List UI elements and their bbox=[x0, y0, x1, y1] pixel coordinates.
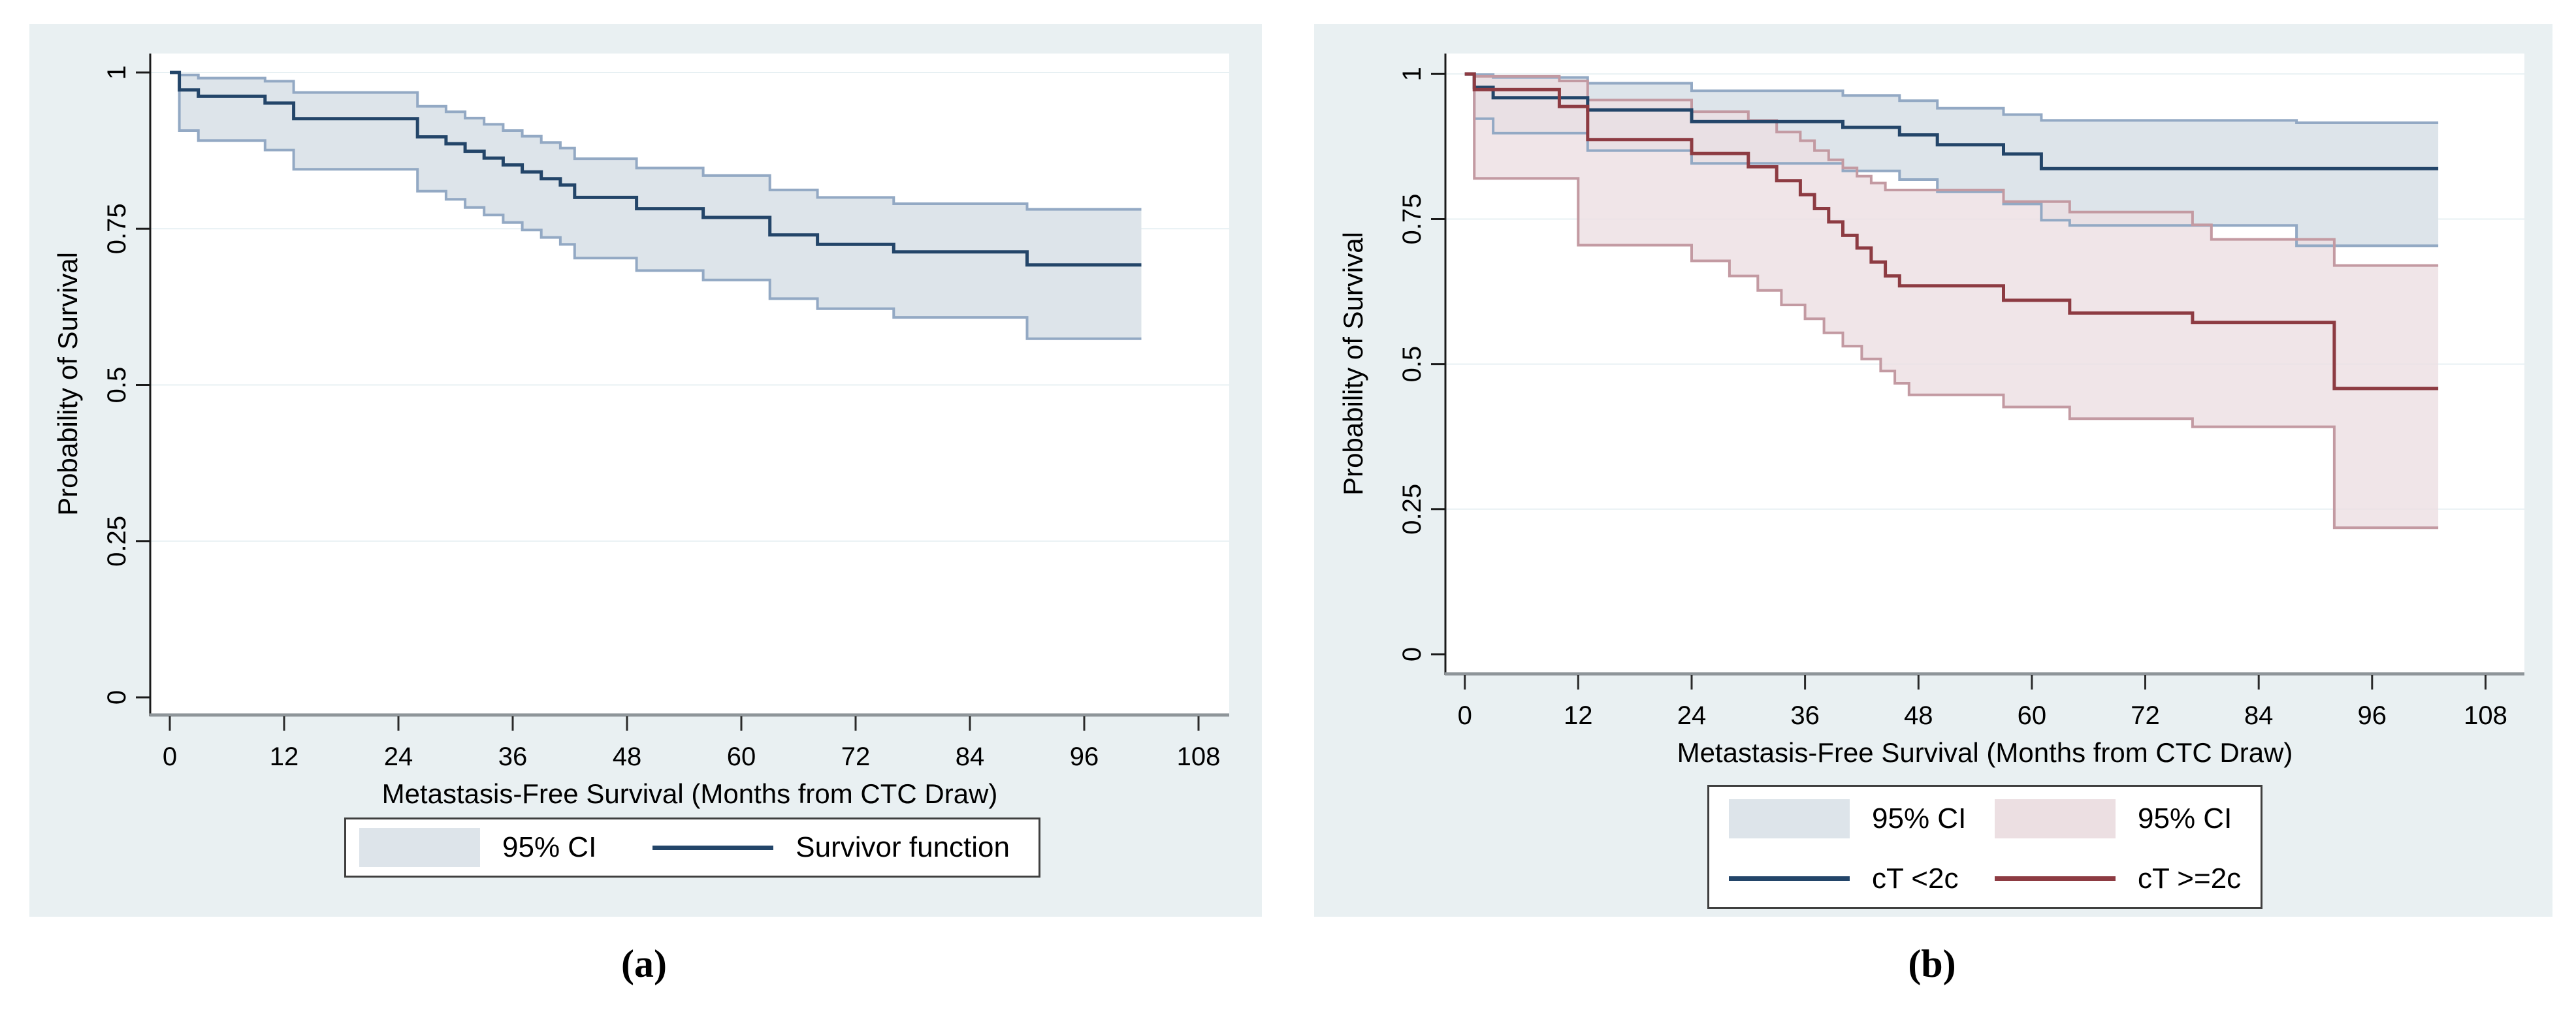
x-tick-label: 84 bbox=[2244, 701, 2274, 730]
ci-lower-edge bbox=[170, 71, 1142, 340]
y-axis-title: Probability of Survival bbox=[52, 252, 83, 516]
x-tick-label: 60 bbox=[727, 742, 756, 771]
x-tick-label: 108 bbox=[2464, 701, 2507, 730]
y-tick-label: 1 bbox=[103, 65, 131, 80]
ci-band bbox=[1464, 74, 2439, 528]
legend-label-ct-ge2c: cT >=2c bbox=[2138, 862, 2242, 895]
y-tick-label: 0.5 bbox=[1398, 346, 1426, 383]
survivor-line-swatch bbox=[652, 845, 774, 850]
ct-ge2c-line-swatch bbox=[1995, 876, 2116, 881]
x-tick-label: 48 bbox=[1904, 701, 1933, 730]
x-tick-label: 60 bbox=[2018, 701, 2047, 730]
panel-b: 0 0.25 0.5 0.75 1 0 12 24 36 48 60 72 84 96 108 Probab… bbox=[1288, 0, 2576, 1016]
y-tick-label: 0.25 bbox=[1398, 484, 1426, 535]
x-tick-label: 72 bbox=[2131, 701, 2160, 730]
caption-a: (a) bbox=[621, 942, 667, 985]
legend-item: cT >=2c bbox=[1995, 863, 2261, 895]
y-tick-label: 0 bbox=[103, 690, 131, 705]
ci-swatch bbox=[359, 828, 480, 867]
legend-by-stage: 95% CI 95% CI cT <2c cT >=2c bbox=[1707, 785, 2262, 909]
survivor-line bbox=[170, 71, 1142, 267]
y-tick-label: 1 bbox=[1398, 67, 1426, 81]
ct-lt2c-line-swatch bbox=[1729, 876, 1850, 881]
ci-band bbox=[170, 72, 1142, 339]
x-tick-label: 12 bbox=[1564, 701, 1593, 730]
ci-upper-edge bbox=[1464, 72, 2439, 267]
legend-label-ct-lt2c: cT <2c bbox=[1872, 862, 1959, 895]
y-tick-label: 0.25 bbox=[103, 516, 131, 567]
legend-item: cT <2c bbox=[1729, 863, 1995, 895]
legend-label-survivor: Survivor function bbox=[796, 831, 1010, 863]
y-tick-label: 0.75 bbox=[103, 203, 131, 254]
x-tick-label: 36 bbox=[1790, 701, 1820, 730]
ci-swatch-pink bbox=[1995, 799, 2116, 838]
x-tick-label: 96 bbox=[1070, 742, 1099, 771]
ci-upper-edge bbox=[170, 71, 1142, 211]
x-tick-label: 84 bbox=[956, 742, 985, 771]
caption-b: (b) bbox=[1908, 942, 1956, 985]
x-axis-title: Metastasis-Free Survival (Months from CT… bbox=[381, 778, 998, 809]
x-tick-label: 12 bbox=[270, 742, 299, 771]
x-axis-title: Metastasis-Free Survival (Months from CT… bbox=[1677, 737, 2293, 768]
legend-label-ci: 95% CI bbox=[502, 831, 597, 863]
ci-swatch-blue bbox=[1729, 799, 1850, 838]
ci-lower-edge bbox=[1464, 72, 2439, 530]
survivor-line bbox=[1464, 72, 2439, 390]
legend-item: 95% CI bbox=[1995, 799, 2261, 838]
x-tick-label: 108 bbox=[1177, 742, 1221, 771]
x-tick-label: 0 bbox=[163, 742, 177, 771]
legend-item: 95% CI bbox=[1729, 799, 1995, 838]
x-tick-label: 36 bbox=[498, 742, 528, 771]
x-tick-label: 48 bbox=[613, 742, 642, 771]
y-tick-label: 0 bbox=[1398, 647, 1426, 661]
x-tick-label: 24 bbox=[1677, 701, 1707, 730]
x-tick-label: 72 bbox=[841, 742, 871, 771]
km-chart-overall: 0 0.25 0.5 0.75 1 0 12 24 36 48 60 72 84 96 108 bbox=[29, 24, 1262, 917]
y-axis-title: Probability of Survival bbox=[1338, 232, 1368, 496]
panel-a: 0 0.25 0.5 0.75 1 0 12 24 36 48 60 72 84 96 108 Probab… bbox=[29, 24, 1262, 985]
x-tick-label: 24 bbox=[384, 742, 413, 771]
x-tick-label: 0 bbox=[1458, 701, 1472, 730]
km-chart-by-stage: 0 0.25 0.5 0.75 1 0 12 24 36 48 60 72 84 96 108 bbox=[1314, 24, 2552, 917]
y-tick-label: 0.5 bbox=[103, 367, 131, 404]
x-tick-label: 96 bbox=[2358, 701, 2387, 730]
legend-label-ci-pink: 95% CI bbox=[2138, 802, 2232, 834]
legend-label-ci-blue: 95% CI bbox=[1872, 802, 1967, 834]
ci-lower-edge bbox=[1464, 72, 2439, 247]
y-tick-label: 0.75 bbox=[1398, 194, 1426, 245]
legend-overall: 95% CI Survivor function bbox=[344, 818, 1040, 878]
